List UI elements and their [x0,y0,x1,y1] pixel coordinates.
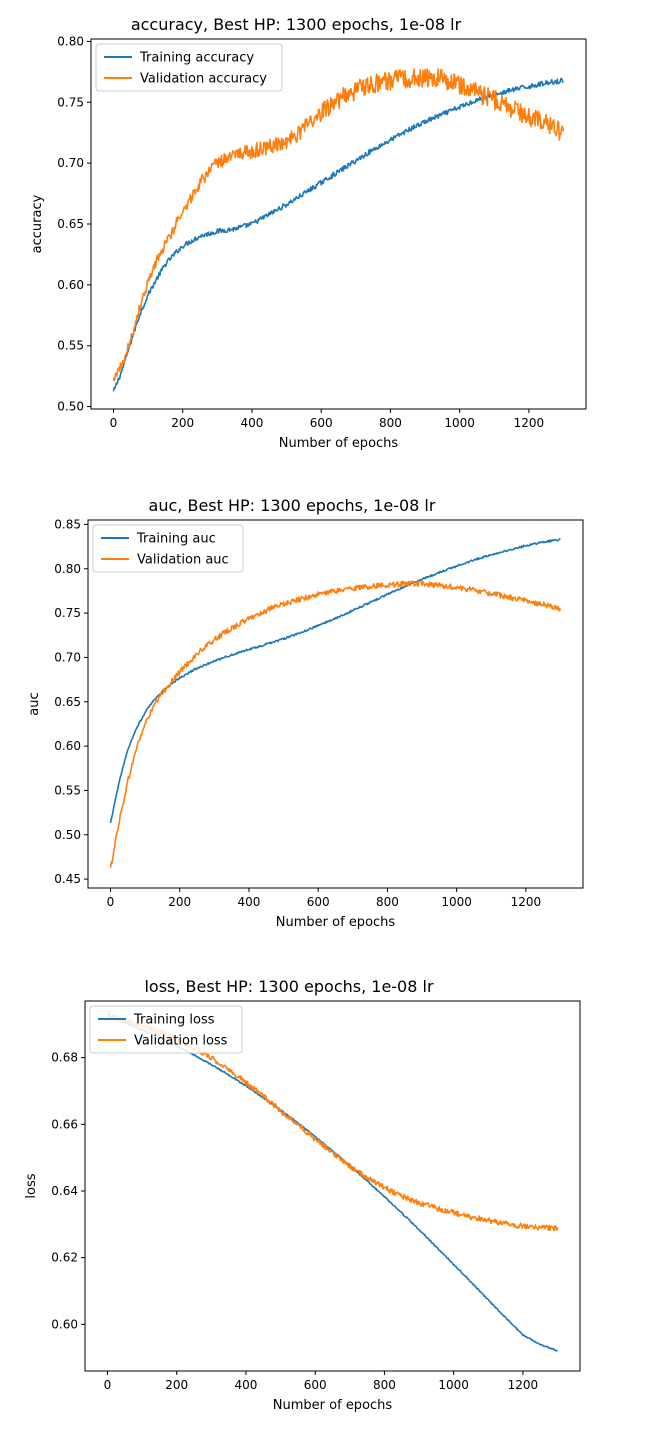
x-tick-label: 0 [104,1378,112,1392]
x-tick-label: 400 [235,1378,258,1392]
x-tick-label: 400 [241,416,264,430]
y-tick-label: 0.62 [51,1251,78,1265]
x-tick-label: 200 [165,1378,188,1392]
x-tick-label: 1200 [514,416,545,430]
auc-chart: auc, Best HP: 1300 epochs, 1e-08 lr 0 200 4… [27,496,584,930]
y-tick-label: 0.80 [54,562,81,576]
x-tick-label: 1200 [511,895,542,909]
x-tick-label: 1000 [441,895,472,909]
x-tick-label: 600 [307,895,330,909]
series-line-validation [112,68,565,382]
accuracy-chart: accuracy, Best HP: 1300 epochs, 1e-08 lr… [30,15,587,451]
y-tick-label: 0.70 [54,650,81,664]
legend-label: Training accuracy [139,51,254,66]
y-tick-label: 0.64 [51,1184,78,1198]
legend-label: Validation auc [137,553,229,568]
x-tick-label: 200 [168,895,191,909]
legend: Training auc Validation auc [92,524,244,573]
legend-label: Training loss [133,1013,215,1028]
y-tick-label: 0.50 [57,400,84,414]
x-tick-label: 800 [379,416,402,430]
y-axis-label: loss [24,1173,39,1198]
x-tick-label: 400 [238,895,261,909]
y-tick-label: 0.75 [57,95,84,109]
legend-box [89,1005,243,1054]
y-tick-label: 0.55 [54,783,81,797]
chart-title: loss, Best HP: 1300 epochs, 1e-08 lr [144,977,433,996]
y-tick-label: 0.65 [54,695,81,709]
legend: Training accuracy Validation accuracy [95,43,283,92]
y-tick-label: 0.65 [57,217,84,231]
y-axis-label: auc [27,692,42,715]
y-tick-label: 0.85 [54,517,81,531]
y-tick-label: 0.66 [51,1117,78,1131]
chart-title: accuracy, Best HP: 1300 epochs, 1e-08 lr [131,15,462,34]
series-line-training [107,1015,559,1352]
chart-title: auc, Best HP: 1300 epochs, 1e-08 lr [149,496,436,515]
plot-frame [84,1000,581,1372]
legend: Training loss Validation loss [89,1005,243,1054]
y-tick-label: 0.70 [57,156,84,170]
y-tick-label: 0.75 [54,606,81,620]
y-tick-label: 0.68 [51,1051,78,1065]
x-tick-label: 0 [107,895,115,909]
x-axis-label: Number of epochs [273,1398,393,1413]
legend-box [95,43,283,92]
legend-box [92,524,244,573]
x-tick-label: 1000 [438,1378,469,1392]
x-tick-label: 0 [110,416,118,430]
y-tick-label: 0.55 [57,339,84,353]
x-tick-label: 600 [310,416,333,430]
y-tick-label: 0.80 [57,34,84,48]
y-tick-label: 0.60 [57,278,84,292]
y-tick-label: 0.50 [54,828,81,842]
legend-label: Validation loss [134,1034,228,1049]
x-tick-label: 800 [373,1378,396,1392]
y-tick-label: 0.45 [54,872,81,886]
series-line-training [112,77,564,392]
series-line-validation [109,580,562,868]
x-axis-label: Number of epochs [279,436,399,451]
x-tick-label: 1000 [444,416,475,430]
x-tick-label: 200 [171,416,194,430]
x-tick-label: 800 [376,895,399,909]
series-line-training [109,538,561,824]
plot-frame [87,519,584,889]
x-tick-label: 600 [304,1378,327,1392]
loss-chart: loss, Best HP: 1300 epochs, 1e-08 lr 0 200… [24,977,581,1413]
legend-label: Training auc [136,532,216,547]
x-tick-label: 1200 [508,1378,539,1392]
y-tick-label: 0.60 [51,1317,78,1331]
y-axis-label: accuracy [30,194,45,253]
y-tick-label: 0.60 [54,739,81,753]
legend-label: Validation accuracy [140,72,267,87]
x-axis-label: Number of epochs [276,915,396,930]
